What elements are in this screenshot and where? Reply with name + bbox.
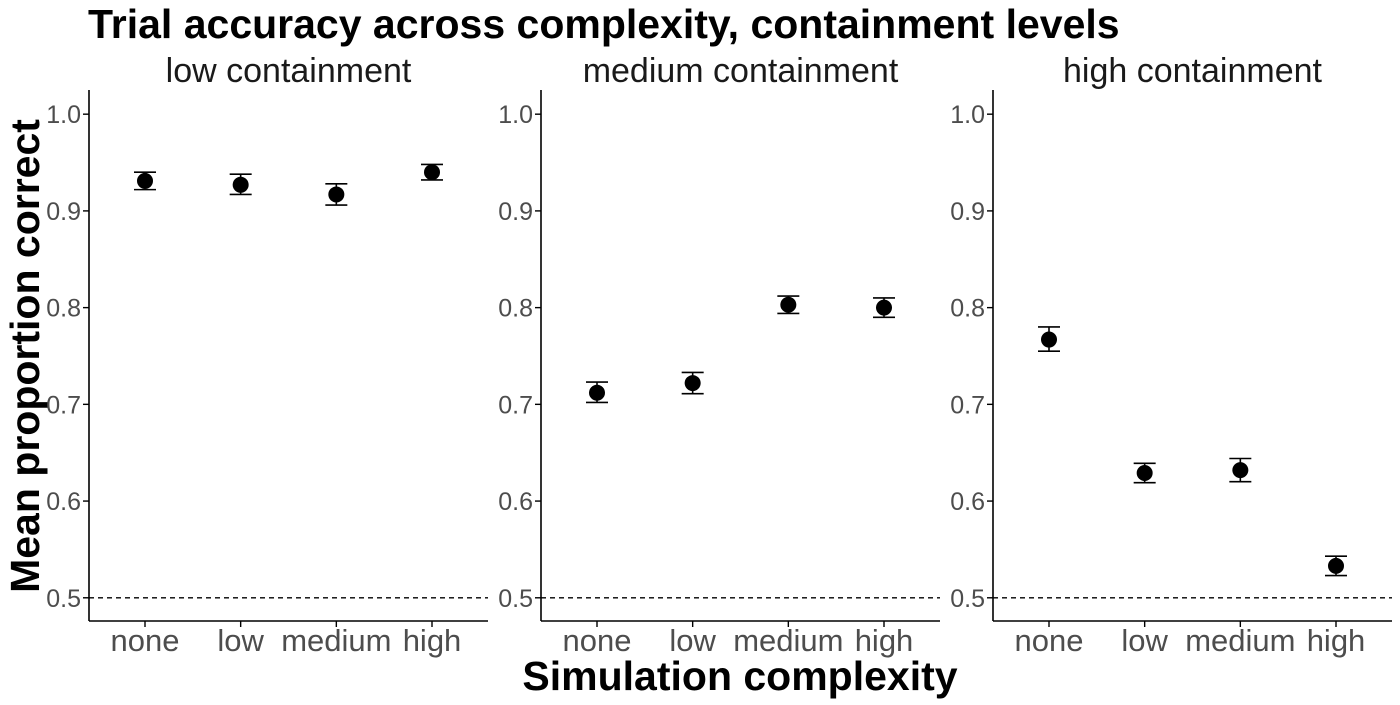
data-point bbox=[232, 176, 249, 193]
y-tick-label: 0.5 bbox=[498, 585, 533, 613]
data-point bbox=[684, 375, 701, 392]
data-point bbox=[424, 164, 440, 181]
data-point bbox=[1041, 331, 1057, 348]
data-point bbox=[589, 384, 605, 401]
facet-panel: low containment 0.5 0.6 0.7 0.8 0.9 1.0 none low… bbox=[46, 52, 488, 658]
x-tick-label: medium bbox=[281, 623, 391, 658]
data-point bbox=[1328, 557, 1344, 574]
x-tick-label: none bbox=[111, 623, 180, 658]
x-tick-label: high bbox=[403, 623, 462, 658]
y-tick-label: 0.5 bbox=[46, 585, 81, 613]
chart-title: Trial accuracy across complexity, contai… bbox=[88, 1, 1120, 47]
facet-label: medium containment bbox=[583, 52, 899, 90]
data-point bbox=[328, 186, 345, 203]
y-tick-label: 1.0 bbox=[46, 101, 81, 129]
x-tick-label: none bbox=[1015, 623, 1084, 658]
facet-label: high containment bbox=[1063, 52, 1323, 90]
facet-label: low containment bbox=[166, 52, 412, 90]
x-tick-label: high bbox=[855, 623, 914, 658]
data-point bbox=[876, 299, 892, 316]
y-tick-label: 0.9 bbox=[950, 198, 985, 226]
panels-layer: low containment 0.5 0.6 0.7 0.8 0.9 1.0 none low… bbox=[46, 52, 1392, 658]
y-tick-label: 0.5 bbox=[950, 585, 985, 613]
y-tick-label: 0.6 bbox=[46, 488, 81, 516]
x-tick-label: medium bbox=[1185, 623, 1295, 658]
y-tick-label: 0.8 bbox=[46, 295, 81, 323]
data-point bbox=[1232, 462, 1249, 479]
y-axis-label: Mean proportion correct bbox=[2, 119, 48, 593]
data-point bbox=[780, 296, 797, 313]
y-tick-label: 1.0 bbox=[498, 101, 533, 129]
y-tick-label: 0.6 bbox=[498, 488, 533, 516]
y-tick-label: 0.9 bbox=[46, 198, 81, 226]
y-tick-label: 1.0 bbox=[950, 101, 985, 129]
x-tick-label: low bbox=[1121, 623, 1168, 658]
data-point bbox=[1136, 465, 1153, 482]
x-tick-label: none bbox=[563, 623, 632, 658]
x-tick-label: medium bbox=[733, 623, 843, 658]
y-tick-label: 0.7 bbox=[498, 391, 533, 419]
y-tick-label: 0.7 bbox=[46, 391, 81, 419]
facet-panel: medium containment 0.5 0.6 0.7 0.8 0.9 1.0 none… bbox=[498, 52, 940, 658]
facet-panel: high containment 0.5 0.6 0.7 0.8 0.9 1.0 none lo… bbox=[950, 52, 1392, 658]
y-tick-label: 0.8 bbox=[498, 295, 533, 323]
x-tick-label: low bbox=[669, 623, 716, 658]
y-tick-label: 0.6 bbox=[950, 488, 985, 516]
data-point bbox=[137, 172, 153, 189]
x-axis-label: Simulation complexity bbox=[522, 653, 957, 699]
y-tick-label: 0.7 bbox=[950, 391, 985, 419]
y-tick-label: 0.8 bbox=[950, 295, 985, 323]
x-tick-label: low bbox=[217, 623, 264, 658]
x-tick-label: high bbox=[1307, 623, 1366, 658]
y-tick-label: 0.9 bbox=[498, 198, 533, 226]
